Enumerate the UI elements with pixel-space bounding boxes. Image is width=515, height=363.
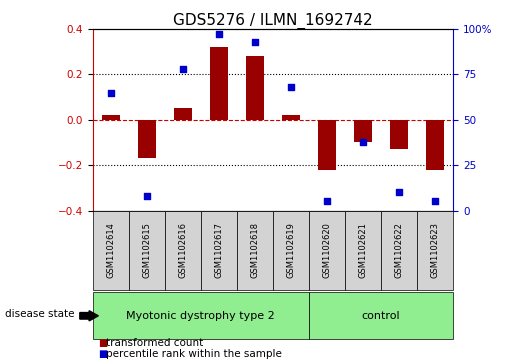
Text: GSM1102618: GSM1102618 [250,223,260,278]
Text: GSM1102620: GSM1102620 [322,223,332,278]
Bar [345,211,381,290]
Bar [282,115,300,120]
Bar [273,211,309,290]
Point [179,66,187,72]
Point [215,32,223,37]
Text: GSM1102615: GSM1102615 [142,223,151,278]
Bar [426,120,444,170]
Text: transformed count: transformed count [106,338,203,348]
Point [251,39,259,45]
Text: GSM1102621: GSM1102621 [358,223,368,278]
Point [323,199,331,204]
Point [395,189,403,195]
Point [107,90,115,95]
Bar [165,211,201,290]
Bar [93,292,309,339]
Bar [237,211,273,290]
Text: GSM1102623: GSM1102623 [431,223,440,278]
Bar [101,115,119,120]
Bar [381,211,417,290]
Bar [417,211,453,290]
Bar [201,211,237,290]
Bar [246,56,264,120]
Point [359,139,367,144]
Bar [309,292,453,339]
Point [431,199,439,204]
Point [287,84,295,90]
Text: GSM1102617: GSM1102617 [214,223,224,278]
Text: control: control [362,311,401,321]
Text: GSM1102614: GSM1102614 [106,223,115,278]
Bar [309,211,345,290]
Text: GSM1102616: GSM1102616 [178,223,187,278]
Point [143,193,151,199]
Text: GSM1102619: GSM1102619 [286,223,296,278]
Text: Myotonic dystrophy type 2: Myotonic dystrophy type 2 [127,311,275,321]
Bar [93,211,129,290]
Bar [390,120,408,149]
Bar [354,120,372,143]
Text: ■: ■ [98,349,107,359]
Text: percentile rank within the sample: percentile rank within the sample [106,349,282,359]
Text: GSM1102622: GSM1102622 [394,223,404,278]
Bar [210,47,228,120]
Bar [174,109,192,120]
Text: disease state: disease state [5,309,75,319]
Bar [318,120,336,170]
Bar [129,211,165,290]
Text: ■: ■ [98,338,107,348]
Bar [138,120,156,158]
Title: GDS5276 / ILMN_1692742: GDS5276 / ILMN_1692742 [173,13,373,29]
